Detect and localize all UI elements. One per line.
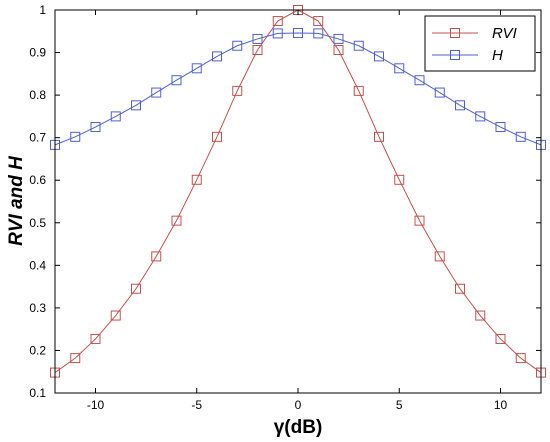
- data-point-rvi: [252, 45, 263, 56]
- data-point-rvi: [475, 310, 486, 321]
- y-tick-label: 0.3: [29, 301, 46, 315]
- data-point-h: [414, 75, 425, 86]
- data-point-rvi: [212, 131, 222, 142]
- data-point-h: [353, 40, 364, 51]
- data-point-h: [131, 100, 141, 111]
- data-point-h: [434, 87, 445, 98]
- data-point-rvi: [151, 251, 162, 262]
- data-point-h: [455, 100, 465, 111]
- data-point-h: [90, 122, 101, 133]
- y-tick-label: 0.8: [29, 88, 46, 102]
- y-tick-label: 0.4: [29, 258, 46, 272]
- data-point-rvi: [495, 333, 506, 344]
- data-point-rvi: [70, 353, 81, 364]
- data-point-h: [212, 51, 222, 62]
- legend-label-h: H: [492, 47, 503, 64]
- data-point-h: [374, 51, 384, 62]
- series-line-h: [54, 32, 542, 146]
- y-tick-label: 0.2: [29, 343, 46, 357]
- data-point-rvi: [394, 174, 405, 185]
- legend-marker-rvi: [450, 28, 460, 38]
- x-tick-label: -10: [87, 398, 105, 412]
- data-point-rvi: [313, 16, 324, 27]
- data-point-rvi: [374, 131, 384, 142]
- data-point-h: [293, 27, 303, 38]
- data-point-h: [151, 87, 162, 98]
- data-point-h: [232, 40, 243, 51]
- x-tick-label: 10: [494, 398, 508, 412]
- legend: RVI H: [424, 15, 536, 72]
- y-axis-title: RVI and H: [6, 155, 27, 246]
- data-point-h: [110, 111, 121, 122]
- x-tick-label: -5: [191, 398, 202, 412]
- axis-ticks: -10 -5 0 5 10 0.1 0.2 0.3 0.4 0.5 0.6 0.7 0.8 0.9 1: [29, 3, 541, 412]
- x-tick-label: 5: [396, 398, 403, 412]
- legend-marker-h: [450, 50, 460, 60]
- y-tick-label: 1: [39, 3, 46, 17]
- data-point-h: [70, 131, 81, 142]
- y-tick-label: 0.1: [29, 386, 46, 400]
- legend-box: [424, 15, 536, 72]
- x-axis-title: γ(dB): [274, 417, 323, 438]
- data-point-rvi: [455, 283, 465, 294]
- data-point-h: [333, 33, 344, 44]
- y-tick-label: 0.7: [29, 131, 46, 145]
- data-point-rvi: [110, 310, 121, 321]
- data-point-rvi: [171, 215, 182, 226]
- data-point-h: [191, 63, 202, 74]
- data-point-rvi: [131, 283, 141, 294]
- y-tick-label: 0.5: [29, 216, 46, 230]
- data-point-rvi: [90, 333, 101, 344]
- data-point-rvi: [191, 174, 202, 185]
- data-point-rvi: [333, 45, 344, 56]
- data-point-h: [272, 28, 283, 39]
- y-tick-label: 0.9: [29, 46, 46, 60]
- data-point-h: [394, 63, 405, 74]
- data-point-h: [313, 28, 324, 39]
- data-point-rvi: [414, 215, 425, 226]
- data-point-rvi: [232, 85, 243, 96]
- y-tick-label: 0.6: [29, 173, 46, 187]
- data-point-h: [171, 75, 182, 86]
- x-tick-label: 0: [295, 398, 302, 412]
- data-point-rvi: [272, 16, 283, 27]
- legend-label-rvi: RVI: [492, 25, 517, 42]
- data-point-rvi: [353, 85, 364, 96]
- data-point-h: [495, 122, 506, 133]
- data-point-h: [515, 131, 526, 142]
- data-point-rvi: [515, 353, 526, 364]
- data-point-rvi: [434, 251, 445, 262]
- data-point-h: [252, 33, 263, 44]
- data-point-h: [475, 111, 486, 122]
